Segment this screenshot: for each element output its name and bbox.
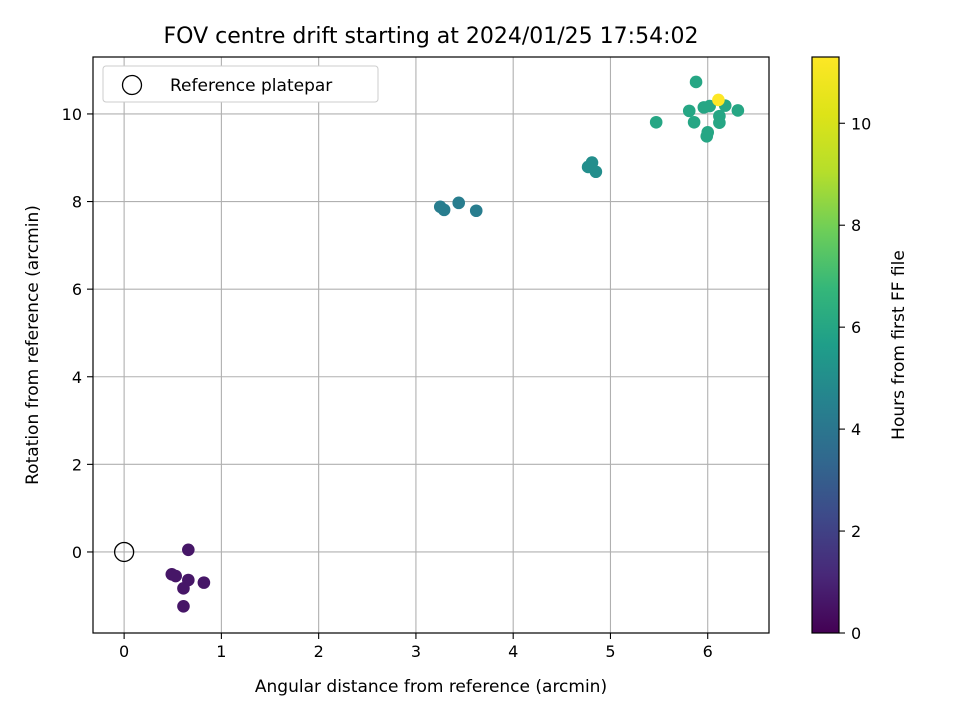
y-tick-label: 10 [62, 105, 82, 124]
colorbar-tick-label: 0 [851, 624, 861, 643]
data-point [649, 115, 663, 129]
data-point [703, 99, 716, 113]
x-tick-label: 2 [314, 642, 324, 661]
data-point [713, 116, 726, 130]
data-point [469, 204, 483, 218]
colorbar-tick-label: 4 [851, 420, 861, 439]
colorbar-tick-label: 2 [851, 522, 861, 541]
data-point [169, 569, 182, 583]
colorbar-tick-label: 6 [851, 318, 861, 337]
data-point [197, 576, 211, 589]
data-point [689, 75, 703, 89]
colorbar-tick-label: 8 [851, 216, 861, 235]
legend-label: Reference platepar [170, 76, 332, 96]
legend-box [102, 65, 379, 103]
colorbar: 0 2 4 6 8 10 Hours from first FF file [811, 56, 909, 643]
plot-frame [92, 56, 770, 634]
colorbar-frame [811, 56, 840, 634]
x-tick-label: 4 [508, 642, 518, 661]
data-point [452, 196, 466, 210]
data-point [731, 104, 745, 117]
legend: Reference platepar [102, 65, 379, 103]
reference-platepar-point [113, 541, 135, 563]
x-tick-label: 1 [216, 642, 226, 661]
data-point [177, 582, 190, 595]
colorbar-tick-label: 10 [851, 114, 871, 133]
colorbar-label: Hours from first FF file [889, 250, 909, 440]
legend-marker-icon [121, 74, 143, 96]
x-axis-label: Angular distance from reference (arcmin) [255, 677, 607, 697]
data-point [712, 93, 725, 107]
chart-title: FOV centre drift starting at 2024/01/25 … [164, 24, 699, 49]
data-points [113, 75, 745, 613]
x-axis-ticks: 0 1 2 3 4 5 6 [119, 633, 713, 661]
y-tick-label: 4 [72, 368, 82, 387]
data-point [701, 126, 715, 139]
y-axis-label: Rotation from reference (arcmin) [23, 205, 43, 485]
data-point [687, 115, 701, 129]
colorbar-ticks: 0 2 4 6 8 10 [839, 114, 871, 643]
x-tick-label: 3 [411, 642, 421, 661]
data-point [437, 203, 451, 217]
y-tick-label: 2 [72, 455, 82, 474]
colorbar-gradient [812, 57, 839, 633]
y-tick-label: 0 [72, 543, 82, 562]
data-point [589, 165, 603, 179]
y-tick-label: 8 [72, 193, 82, 212]
x-tick-label: 5 [605, 642, 615, 661]
data-point [682, 104, 696, 118]
data-point [177, 599, 190, 613]
x-tick-label: 6 [703, 642, 713, 661]
x-tick-label: 0 [119, 642, 129, 661]
grid-lines [93, 57, 769, 633]
y-tick-label: 6 [72, 280, 82, 299]
y-axis-ticks: 0 2 4 6 8 10 [62, 105, 93, 562]
data-point [182, 543, 195, 557]
